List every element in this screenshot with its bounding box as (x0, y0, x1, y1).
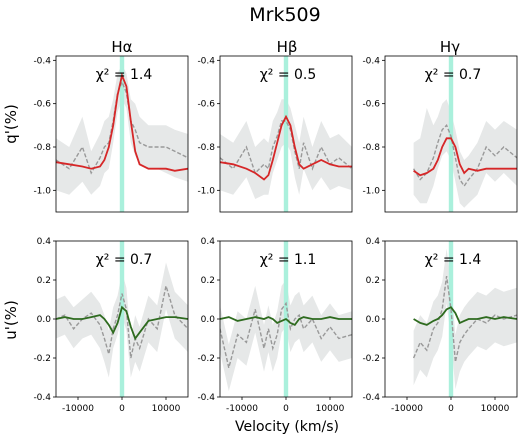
chi-squared-label: χ² = 0.7 (425, 67, 482, 83)
column-title-hgamma: Hγ (440, 38, 460, 56)
panel-frame (55, 55, 189, 213)
panels-group: -0.4 -0.6 -0.8 -1.0 χ² = 1.4 -0.4 -0.6 -0.8 -1.0… (33, 55, 518, 414)
chi-squared-label: χ² = 1.4 (425, 252, 482, 268)
line-center-band (448, 56, 454, 212)
line-center-band (448, 241, 454, 397)
y-tick-label: -0.2 (362, 354, 380, 364)
y-tick-label: -0.6 (33, 100, 51, 110)
column-title-hbeta: Hβ (277, 38, 298, 56)
model-line (220, 316, 352, 327)
line-center-band (119, 241, 125, 397)
line-center-band (283, 56, 289, 212)
y-tick-label: -0.8 (33, 143, 51, 153)
y-tick-label: -1.0 (33, 186, 51, 196)
chi-squared-label: χ² = 1.4 (96, 67, 153, 83)
plot-area (412, 241, 517, 397)
uncertainty-band (220, 99, 352, 199)
panel-q-Hbeta: -0.4 -0.6 -0.8 -1.0 χ² = 0.5 (197, 55, 353, 213)
y-tick-label: 0.0 (37, 315, 52, 325)
observed-line (413, 124, 517, 188)
plot-area (56, 241, 188, 397)
figure-title: Mrk509 (249, 4, 320, 26)
x-tick-label: -10000 (62, 404, 94, 414)
x-tick-label: 0 (119, 404, 125, 414)
x-tick-label: -10000 (226, 404, 258, 414)
observed-line (56, 80, 188, 175)
model-line (413, 137, 517, 177)
y-tick-label: 0.2 (201, 276, 215, 286)
y-tick-label: -0.4 (197, 56, 215, 66)
y-tick-label: -0.4 (197, 393, 215, 403)
x-tick-label: 0 (448, 404, 454, 414)
panel-u-Halpha: 0.4 0.2 0.0 -0.2 -0.4 -10000 0 10000 χ² = 0.7 (33, 237, 189, 414)
uncertainty-band (56, 64, 188, 195)
y-tick-label: 0.2 (37, 276, 51, 286)
x-tick-label: 10000 (316, 404, 345, 414)
panel-frame (384, 55, 518, 213)
uncertainty-band (56, 262, 188, 378)
panel-frame (219, 55, 353, 213)
y-tick-label: -0.4 (362, 393, 380, 403)
observed-line (412, 276, 517, 363)
y-tick-label: -0.2 (197, 354, 215, 364)
chi-squared-label: χ² = 1.1 (260, 252, 317, 268)
y-tick-label: -1.0 (197, 186, 215, 196)
uncertainty-band (220, 280, 352, 392)
plot-area (220, 56, 352, 212)
y-tick-label: -1.0 (362, 186, 380, 196)
model-line (56, 305, 188, 341)
plot-area (413, 56, 517, 212)
y-tick-label: -0.8 (197, 143, 215, 153)
uncertainty-band (413, 99, 517, 208)
u-row-ylabel: u'(%) (2, 300, 20, 340)
x-tick-label: -10000 (391, 404, 423, 414)
observed-line (56, 285, 188, 359)
chi-squared-label: χ² = 0.7 (96, 252, 153, 268)
column-title-halpha: Hα (111, 38, 132, 56)
plot-area (56, 56, 188, 212)
y-tick-label: -0.4 (33, 393, 51, 403)
panel-u-Hbeta: 0.4 0.2 0.0 -0.2 -0.4 -10000 0 10000 χ² = 1.1 (197, 237, 353, 414)
x-tick-label: 10000 (152, 404, 181, 414)
q-row-ylabel: q'(%) (2, 104, 20, 144)
y-tick-label: -0.4 (33, 56, 51, 66)
y-tick-label: 0.2 (366, 276, 380, 286)
x-tick-label: 10000 (481, 404, 510, 414)
y-tick-label: 0.4 (201, 237, 216, 247)
panel-q-Hgamma: -0.4 -0.6 -0.8 -1.0 χ² = 0.7 (362, 55, 518, 213)
chi-squared-label: χ² = 0.5 (260, 67, 317, 83)
model-line (413, 306, 517, 326)
panel-u-Hgamma: 0.4 0.2 0.0 -0.2 -0.4 -10000 0 10000 χ² = 1.4 (362, 237, 518, 414)
plot-area (220, 241, 352, 397)
y-tick-label: -0.2 (33, 354, 51, 364)
y-tick-label: -0.6 (362, 100, 380, 110)
uncertainty-band (413, 248, 517, 390)
y-tick-label: -0.8 (362, 143, 380, 153)
y-tick-label: -0.4 (362, 56, 380, 66)
y-tick-label: 0.0 (201, 315, 216, 325)
y-tick-label: 0.4 (37, 237, 52, 247)
observed-line (220, 301, 352, 368)
y-tick-label: 0.0 (366, 315, 381, 325)
model-line (56, 72, 188, 172)
panel-q-Halpha: -0.4 -0.6 -0.8 -1.0 χ² = 1.4 (33, 55, 189, 213)
model-line (220, 114, 352, 181)
y-tick-label: 0.4 (366, 237, 381, 247)
x-axis-label: Velocity (km/s) (235, 419, 339, 435)
y-tick-label: -0.6 (197, 100, 215, 110)
line-center-band (119, 56, 125, 212)
x-tick-label: 0 (283, 404, 289, 414)
